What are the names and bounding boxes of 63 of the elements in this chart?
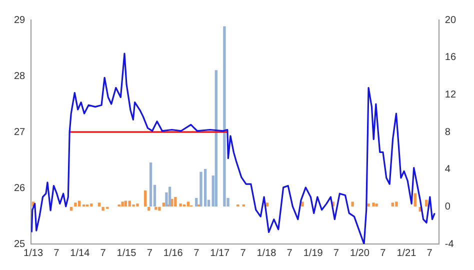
x-tick-label: 7: [240, 248, 246, 259]
bar: [121, 202, 124, 206]
bar: [158, 206, 161, 211]
bar: [102, 206, 104, 211]
x-tick-label: 7: [146, 248, 153, 259]
bar: [162, 202, 166, 206]
bar: [168, 186, 172, 206]
y2-tick-label: 8: [444, 126, 451, 138]
x-tick-label: 1/13: [24, 248, 44, 259]
y2-tick-label: 0: [444, 201, 451, 212]
bar: [174, 197, 177, 206]
bar: [136, 204, 139, 206]
bar: [391, 202, 394, 206]
bar: [204, 169, 207, 206]
x-tick-label: 1/19: [303, 248, 324, 259]
y-tick-label: 29: [14, 14, 26, 26]
y-tick-label: 25: [14, 238, 26, 250]
bar: [154, 206, 158, 210]
bar: [200, 172, 202, 206]
bar: [195, 198, 198, 206]
bar: [301, 202, 304, 206]
bar: [375, 204, 378, 206]
y2-tick-label: 12: [444, 89, 456, 100]
bar: [414, 193, 416, 206]
bar: [223, 26, 226, 206]
x-tick-label: 1/21: [396, 248, 417, 259]
bar: [214, 70, 218, 206]
bar: [425, 200, 428, 206]
bar: [149, 162, 152, 206]
bar: [144, 190, 147, 206]
x-tick-label: 7: [333, 248, 340, 259]
y2-tick-label: 16: [444, 52, 456, 64]
x-tick-label: 7: [100, 248, 106, 259]
x-tick-label: 7: [54, 248, 60, 259]
y-tick-label: 27: [14, 126, 26, 138]
bar: [351, 202, 354, 206]
bar: [179, 204, 182, 206]
x-tick-label: 7: [426, 248, 433, 259]
y-tick-label: 26: [14, 182, 26, 194]
bar: [128, 200, 131, 206]
bar: [186, 202, 190, 206]
x-tick-label: 1/16: [163, 248, 184, 259]
bar: [124, 200, 127, 206]
y-tick-label: 28: [14, 70, 26, 82]
x-tick-label: 1/20: [350, 248, 370, 259]
x-tick-label: 7: [286, 248, 293, 259]
y2-tick-label: -4: [444, 238, 454, 250]
bar: [266, 202, 268, 206]
bar: [90, 204, 93, 206]
bar: [74, 202, 77, 206]
y2-tick-label: 20: [444, 14, 456, 26]
bar: [367, 204, 370, 206]
x-tick-label: 7: [380, 248, 386, 259]
bar: [372, 202, 375, 206]
x-tick-label: 1/14: [70, 248, 90, 259]
y2-tick-label: 4: [444, 164, 451, 176]
bar: [78, 200, 81, 206]
bar: [395, 202, 398, 206]
bar: [98, 202, 101, 206]
x-tick-label: 1/15: [116, 248, 137, 259]
x-tick-label: 7: [194, 248, 200, 259]
x-tick-label: 1/18: [256, 248, 277, 259]
x-tick-label: 1/17: [210, 248, 230, 259]
